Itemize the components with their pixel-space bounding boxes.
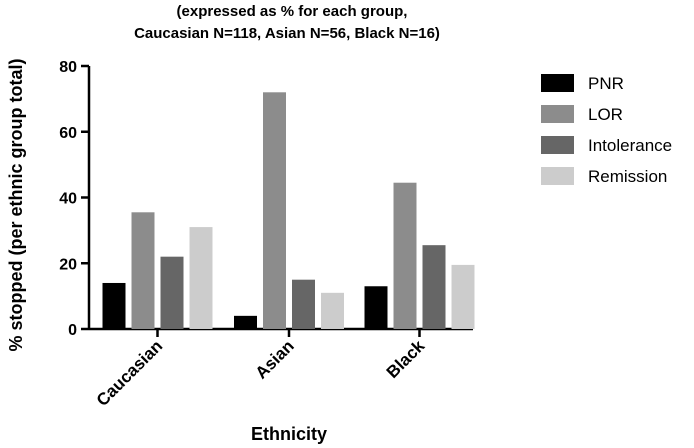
y-tick-label: 20 bbox=[59, 256, 77, 273]
chart-title: (expressed as % for each group, Caucasia… bbox=[134, 3, 440, 42]
y-tick-label: 80 bbox=[59, 59, 77, 76]
bar-remission-asian bbox=[321, 292, 344, 329]
bar-intolerance-black bbox=[422, 245, 446, 329]
chart-title-line-2: Caucasian N=118, Asian N=56, Black N=16) bbox=[134, 25, 440, 42]
bar-intolerance-asian bbox=[292, 279, 315, 329]
x-tick-label: Caucasian bbox=[93, 336, 167, 410]
bar-lor-black bbox=[393, 182, 417, 329]
bar-intolerance-caucasian bbox=[160, 256, 184, 329]
bar-pnr-black bbox=[364, 286, 388, 329]
legend-label: Intolerance bbox=[588, 136, 672, 155]
y-tick-label: 60 bbox=[59, 125, 77, 142]
bar-pnr-caucasian bbox=[102, 282, 126, 329]
legend-label: PNR bbox=[588, 74, 624, 93]
legend-swatch bbox=[541, 136, 574, 154]
bars bbox=[102, 92, 475, 329]
bar-lor-caucasian bbox=[131, 212, 155, 329]
legend: PNR LOR Intolerance Remission bbox=[541, 74, 672, 186]
x-tick-label: Asian bbox=[252, 336, 298, 382]
bar-lor-asian bbox=[263, 92, 286, 329]
legend-label: LOR bbox=[588, 105, 623, 124]
legend-swatch bbox=[541, 74, 574, 92]
x-axis-title: Ethnicity bbox=[251, 424, 327, 444]
y-tick-label: 0 bbox=[68, 322, 77, 339]
chart-title-line-1: (expressed as % for each group, bbox=[177, 3, 408, 20]
legend-swatch bbox=[541, 167, 574, 185]
x-tick-label: Black bbox=[383, 336, 429, 382]
y-tick-label: 40 bbox=[59, 191, 77, 208]
bar-remission-caucasian bbox=[189, 227, 213, 329]
bar-pnr-asian bbox=[234, 315, 257, 329]
bar-remission-black bbox=[451, 264, 475, 329]
legend-swatch bbox=[541, 105, 574, 123]
y-axis-title: % stopped (per ethnic group total) bbox=[6, 59, 26, 352]
legend-label: Remission bbox=[588, 167, 667, 186]
